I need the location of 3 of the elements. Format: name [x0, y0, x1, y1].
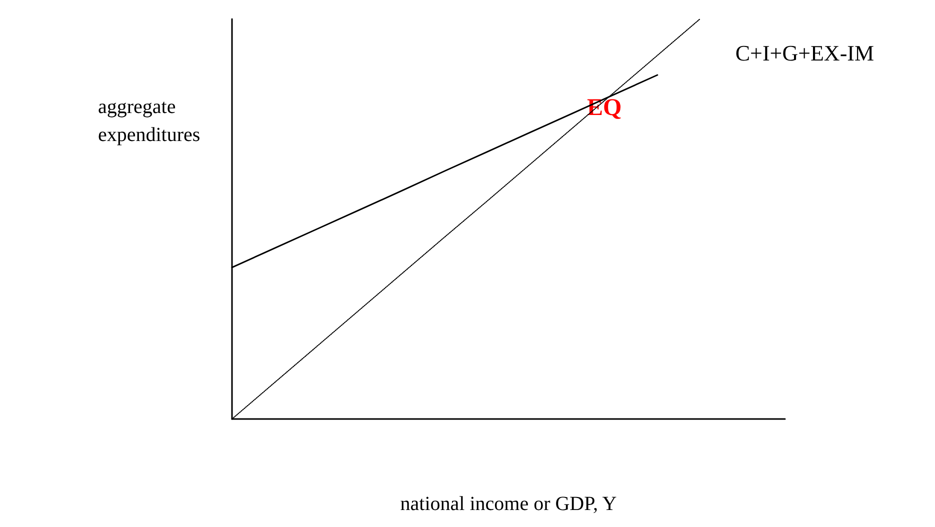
x-axis-title: national income or GDP, Y: [400, 493, 617, 515]
y-axis-title: aggregate expenditures: [98, 96, 200, 146]
text: C+I+G+EX-IM: [735, 40, 874, 66]
